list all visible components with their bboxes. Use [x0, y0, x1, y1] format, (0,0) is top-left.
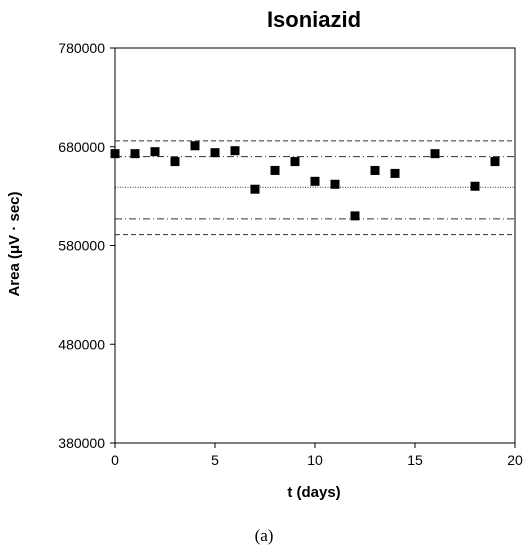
y-tick-label: 680000 — [58, 139, 105, 155]
plot-area-frame — [114, 47, 516, 444]
data-point — [110, 149, 120, 159]
data-point — [130, 149, 140, 159]
x-tick-label: 5 — [211, 452, 219, 468]
data-point — [270, 165, 280, 175]
x-tick-label: 0 — [111, 452, 119, 468]
data-point — [310, 176, 320, 186]
chart-title: Isoniazid — [267, 7, 361, 32]
y-tick-label: 480000 — [58, 336, 105, 352]
data-point — [230, 146, 240, 156]
data-point — [150, 147, 160, 157]
data-point — [490, 157, 500, 167]
data-points — [110, 141, 500, 221]
x-axis-ticks: 0 5 10 15 20 — [111, 443, 523, 468]
data-point — [190, 141, 200, 151]
data-point — [210, 148, 220, 158]
data-point — [170, 157, 180, 167]
x-tick-label: 15 — [407, 452, 423, 468]
data-point — [350, 211, 360, 221]
x-axis-label: t (days) — [287, 484, 340, 501]
y-tick-label: 780000 — [58, 40, 105, 56]
data-point — [250, 184, 260, 194]
data-point — [430, 149, 440, 159]
data-point — [390, 168, 400, 178]
y-tick-label: 580000 — [58, 238, 105, 254]
data-point — [370, 165, 380, 175]
y-axis-label: Area (μV · sec) — [6, 191, 23, 296]
y-tick-label: 380000 — [58, 435, 105, 451]
data-point — [470, 181, 480, 191]
x-tick-label: 10 — [307, 452, 323, 468]
data-point — [290, 157, 300, 167]
data-point — [330, 179, 340, 189]
reference-lines — [115, 140, 515, 236]
figure-caption: (a) — [255, 526, 274, 545]
y-axis-ticks: 380000 480000 580000 680000 780000 — [58, 40, 115, 451]
x-tick-label: 20 — [507, 452, 523, 468]
